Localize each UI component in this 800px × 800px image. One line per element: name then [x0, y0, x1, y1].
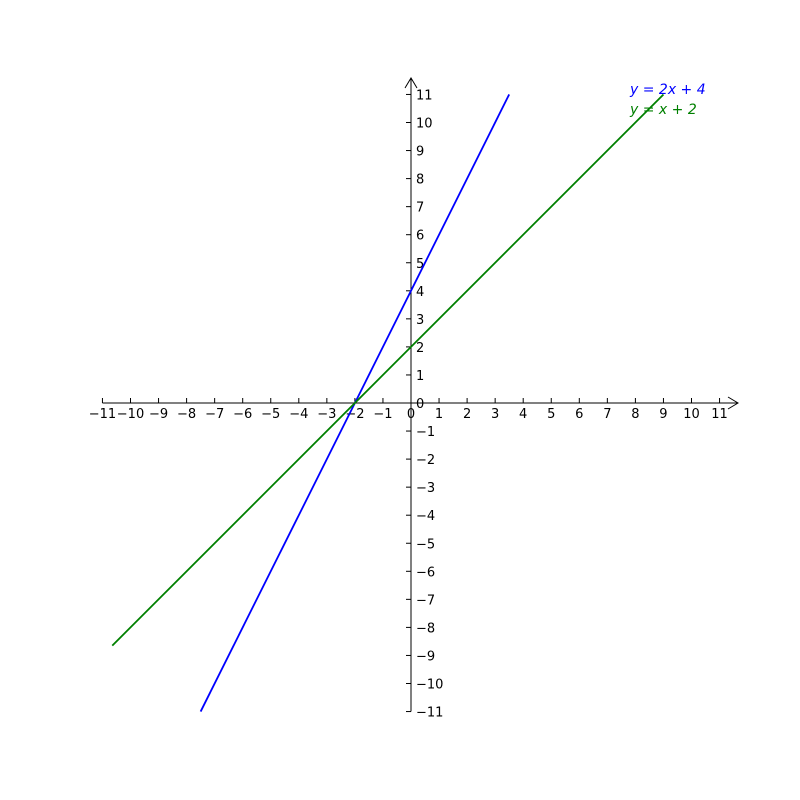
x-tick-label: 8 — [631, 407, 639, 422]
y-tick-label: 6 — [416, 229, 424, 244]
series-line-1 — [111, 93, 665, 647]
x-tick-label: 3 — [491, 407, 499, 422]
y-tick-label: −8 — [416, 621, 435, 636]
x-tick-label: −3 — [317, 407, 336, 422]
y-axis-arrow — [404, 77, 418, 89]
x-tick-label: 10 — [683, 407, 700, 422]
y-tick-label: 2 — [416, 341, 424, 356]
y-tick-label: 0 — [416, 397, 424, 412]
x-tick-label: 2 — [463, 407, 471, 422]
y-tick-label: 10 — [416, 117, 433, 132]
x-tick-label: −4 — [289, 407, 308, 422]
y-tick-label: −9 — [416, 649, 435, 664]
legend: y = 2x + 4 y = x + 2 — [630, 82, 706, 118]
x-tick-label: −1 — [373, 407, 392, 422]
y-tick-label: −4 — [416, 509, 435, 524]
legend-entry-blue: y = 2x + 4 — [630, 82, 706, 98]
y-tick-label: 11 — [416, 88, 433, 103]
y-tick-label: 5 — [416, 257, 424, 272]
x-tick-label: 11 — [711, 407, 728, 422]
x-tick-label: −6 — [233, 407, 252, 422]
y-tick-label: −7 — [416, 593, 435, 608]
x-tick-label: −7 — [205, 407, 224, 422]
legend-entry-green: y = x + 2 — [630, 102, 697, 118]
y-tick-label: 3 — [416, 313, 424, 328]
x-tick-label: 4 — [519, 407, 527, 422]
x-tick-label: 6 — [575, 407, 583, 422]
y-tick-label: −11 — [416, 706, 443, 721]
y-tick-label: 7 — [416, 201, 424, 216]
y-tick-label: −2 — [416, 453, 435, 468]
x-tick-label: 7 — [603, 407, 611, 422]
x-tick-label: −11 — [89, 407, 116, 422]
x-tick-label: 0 — [407, 407, 415, 422]
y-tick-label: 4 — [416, 285, 424, 300]
y-tick-label: 8 — [416, 173, 424, 188]
y-tick-label: −1 — [416, 425, 435, 440]
x-tick-label: −10 — [117, 407, 144, 422]
y-tick-label: 9 — [416, 145, 424, 160]
y-tick-label: 1 — [416, 369, 424, 384]
y-tick-label: −6 — [416, 565, 435, 580]
x-tick-label: 1 — [435, 407, 443, 422]
x-tick-label: −9 — [149, 407, 168, 422]
y-tick-label: −5 — [416, 537, 435, 552]
x-tick-label: −5 — [261, 407, 280, 422]
y-tick-label: −3 — [416, 481, 435, 496]
axes: −11 −10 −9 −8 −7 −6 −5 −4 −3 −2 −1 0 1 2 3 4 5 6 7 8 9 10 11−1… — [89, 77, 739, 721]
x-axis-arrow — [727, 396, 739, 410]
x-tick-label: −8 — [177, 407, 196, 422]
series-lines — [111, 93, 665, 712]
y-tick-label: −10 — [416, 678, 443, 693]
x-tick-label: 5 — [547, 407, 555, 422]
x-tick-label: 9 — [659, 407, 667, 422]
